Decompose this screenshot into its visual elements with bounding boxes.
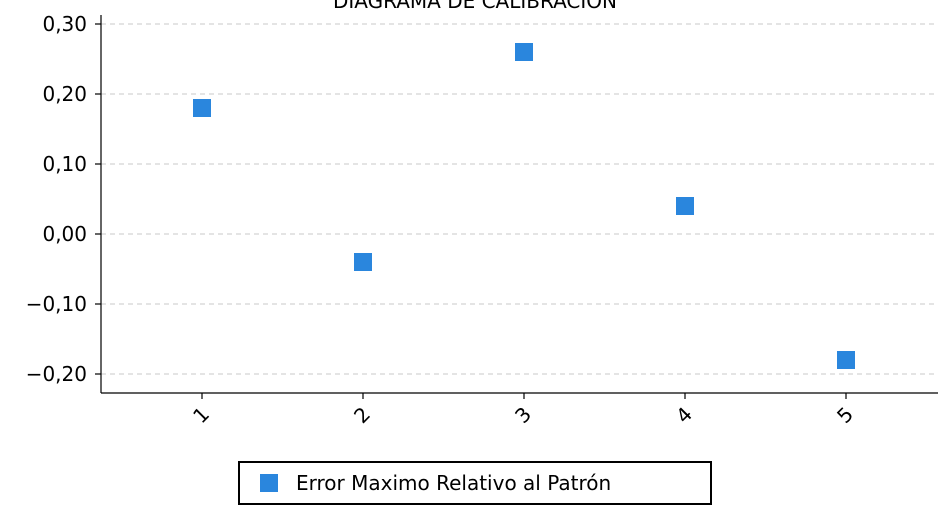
y-axis: 0,30 0,20 0,10 0,00 −0,10 −0,20 [26, 12, 101, 386]
data-point [354, 253, 372, 271]
data-point [193, 99, 211, 117]
y-tick-label: 0,30 [42, 12, 87, 36]
x-tick-label: 5 [832, 402, 858, 428]
x-tick-label: 2 [349, 402, 375, 428]
x-tick-label: 4 [671, 402, 697, 428]
x-tick-label: 1 [188, 402, 214, 428]
x-tick-label: 3 [510, 402, 536, 428]
y-tick-label: −0,20 [26, 362, 87, 386]
data-point [837, 351, 855, 369]
legend-label: Error Maximo Relativo al Patrón [296, 471, 612, 495]
y-tick-label: 0,20 [42, 82, 87, 106]
y-tick-label: 0,10 [42, 152, 87, 176]
y-tick-label: 0,00 [42, 222, 87, 246]
y-tick-label: −0,10 [26, 292, 87, 316]
chart-title: DIAGRAMA DE CALIBRACIÓN [333, 0, 617, 13]
legend-swatch [260, 474, 278, 492]
data-point [676, 197, 694, 215]
grid [101, 23, 938, 375]
legend: Error Maximo Relativo al Patrón [238, 461, 712, 505]
x-axis: 1 2 3 4 5 [188, 393, 858, 428]
data-points [193, 43, 855, 369]
data-point [515, 43, 533, 61]
